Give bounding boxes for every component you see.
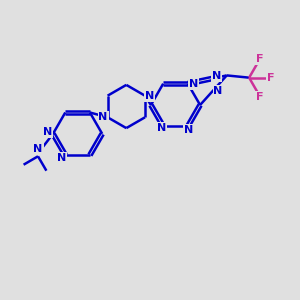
Text: N: N [184,125,193,135]
Text: N: N [57,152,66,163]
Text: N: N [212,71,221,81]
Text: N: N [98,112,108,122]
Text: N: N [43,127,52,137]
Text: F: F [256,92,264,102]
Text: N: N [189,79,198,89]
Text: N: N [33,144,43,154]
Text: N: N [145,91,154,101]
Text: N: N [213,86,223,96]
Text: F: F [256,54,264,64]
Text: F: F [267,73,275,83]
Text: N: N [157,123,166,133]
